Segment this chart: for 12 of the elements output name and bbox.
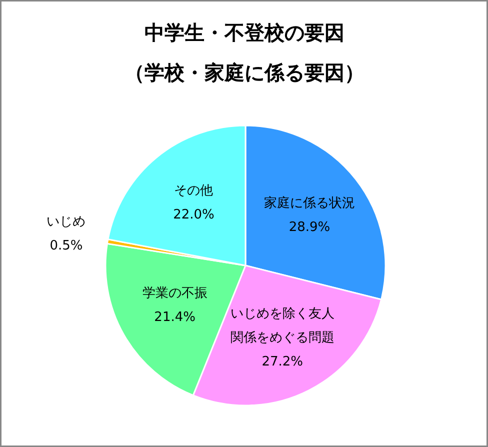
slice-label: いじめを除く友人関係をめぐる問題	[230, 306, 334, 346]
slice-label: 家庭に係る状況	[264, 195, 356, 212]
data-label: 0.5%	[50, 238, 83, 254]
slice-label: いじめ	[46, 214, 86, 230]
data-label: 21.4%	[154, 310, 196, 326]
chart-subtitle: （学校・家庭に係る要因）	[124, 60, 364, 84]
data-label: 28.9%	[288, 220, 330, 236]
data-label: 27.2%	[262, 354, 304, 370]
slice-label: その他	[174, 183, 214, 198]
data-label: 22.0%	[173, 207, 214, 222]
slice-label: 学業の不振	[142, 286, 208, 302]
chart-title: 中学生・不登校の要因	[144, 20, 344, 44]
